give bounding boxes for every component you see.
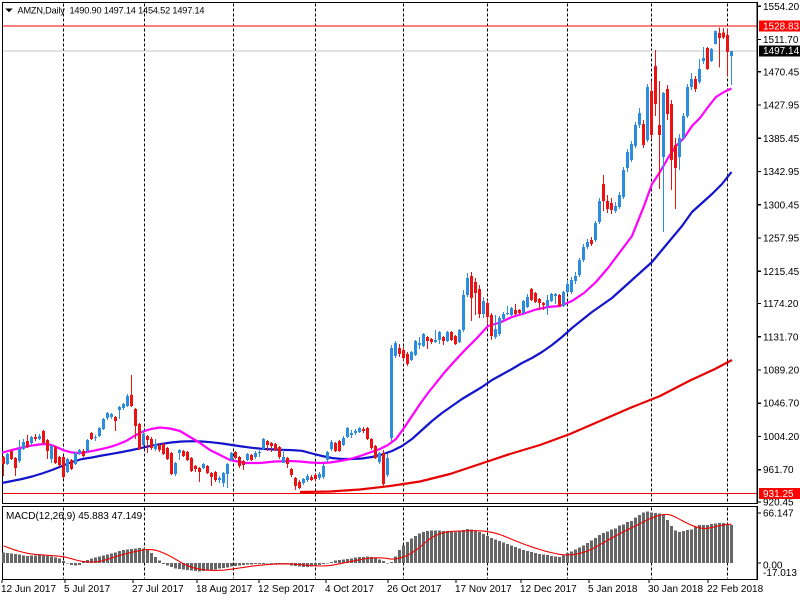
svg-text:12 Sep 2017: 12 Sep 2017 bbox=[258, 584, 315, 595]
svg-text:1174.20: 1174.20 bbox=[763, 299, 799, 310]
svg-text:27 Jul 2017: 27 Jul 2017 bbox=[132, 584, 184, 595]
svg-text:18 Aug 2017: 18 Aug 2017 bbox=[196, 584, 253, 595]
svg-text:1257.95: 1257.95 bbox=[763, 234, 800, 245]
svg-text:931.25: 931.25 bbox=[763, 489, 794, 500]
svg-text:1511.70: 1511.70 bbox=[763, 35, 799, 46]
svg-text:920.45: 920.45 bbox=[763, 498, 794, 509]
svg-text:5 Jul 2017: 5 Jul 2017 bbox=[64, 584, 111, 595]
svg-text:1004.20: 1004.20 bbox=[763, 432, 800, 443]
svg-text:1342.95: 1342.95 bbox=[763, 167, 800, 178]
svg-text:26 Oct 2017: 26 Oct 2017 bbox=[387, 584, 442, 595]
svg-text:-17.013: -17.013 bbox=[763, 568, 797, 579]
svg-text:1131.70: 1131.70 bbox=[763, 332, 799, 343]
svg-text:30 Jan 2018: 30 Jan 2018 bbox=[648, 584, 703, 595]
svg-text:66.147: 66.147 bbox=[763, 509, 794, 520]
svg-text:1554.20: 1554.20 bbox=[763, 2, 800, 13]
svg-text:1470.45: 1470.45 bbox=[763, 67, 800, 78]
svg-text:1497.14: 1497.14 bbox=[763, 46, 800, 57]
svg-text:1427.95: 1427.95 bbox=[763, 101, 800, 112]
svg-text:1215.45: 1215.45 bbox=[763, 267, 800, 278]
svg-text:5 Jan 2018: 5 Jan 2018 bbox=[588, 584, 638, 595]
svg-text:1300.45: 1300.45 bbox=[763, 200, 800, 211]
svg-text:1046.70: 1046.70 bbox=[763, 399, 800, 410]
svg-text:12 Dec 2017: 12 Dec 2017 bbox=[520, 584, 577, 595]
svg-text:22 Feb 2018: 22 Feb 2018 bbox=[707, 584, 764, 595]
svg-text:4 Oct 2017: 4 Oct 2017 bbox=[325, 584, 374, 595]
svg-text:961.70: 961.70 bbox=[763, 465, 794, 476]
svg-text:MACD(12,26,9) 45.883 47.149: MACD(12,26,9) 45.883 47.149 bbox=[6, 511, 143, 522]
svg-text:17 Nov 2017: 17 Nov 2017 bbox=[455, 584, 512, 595]
svg-text:1089.20: 1089.20 bbox=[763, 366, 800, 377]
svg-text:0.00: 0.00 bbox=[763, 561, 783, 572]
svg-text:12 Jun 2017: 12 Jun 2017 bbox=[1, 584, 56, 595]
svg-text:1385.45: 1385.45 bbox=[763, 134, 800, 145]
svg-text:AMZN,Daily 1490.90 1497.14 14: AMZN,Daily 1490.90 1497.14 1454.52 1497.… bbox=[18, 6, 205, 16]
svg-text:1528.83: 1528.83 bbox=[763, 21, 800, 32]
